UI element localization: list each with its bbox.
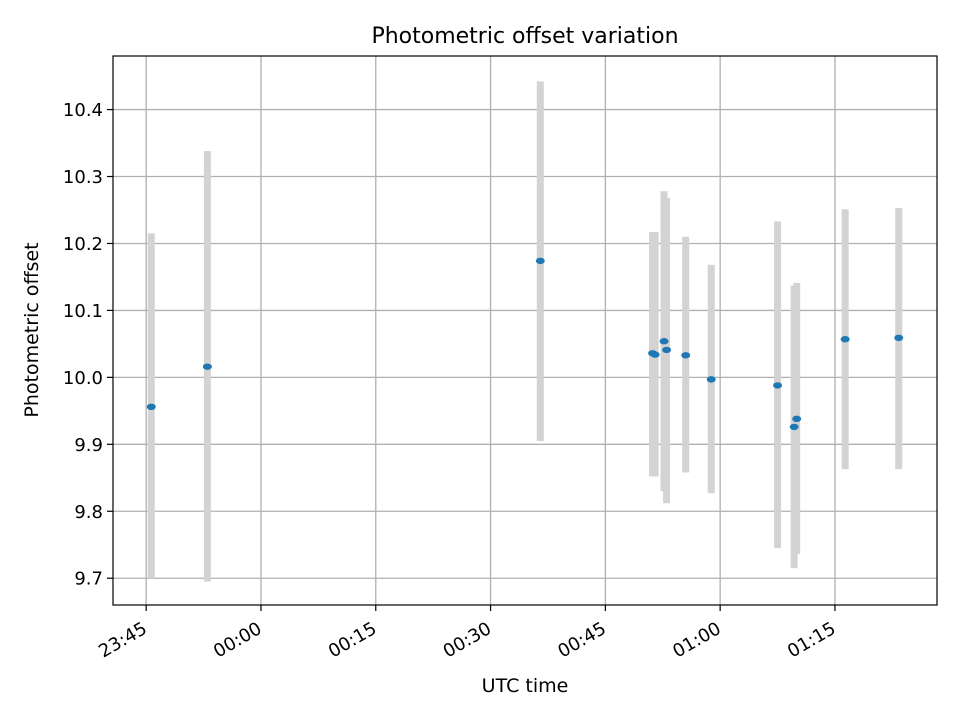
data-point [662,346,672,354]
data-points [146,257,904,431]
data-point [792,415,802,423]
x-axis-label: UTC time [482,675,569,697]
data-point [706,376,716,383]
chart-title: Photometric offset variation [371,24,678,49]
data-point [659,338,669,345]
y-tick-label: 10.3 [63,167,103,188]
y-axis-ticks: 9.7 9.8 9.9 10.0 10.1 10.2 10.3 10.4 [63,100,113,590]
data-point [894,334,904,342]
y-tick-label: 10.2 [63,234,103,255]
data-point [789,423,799,431]
y-tick-label: 9.8 [74,502,103,523]
plot-frame [112,55,938,606]
data-point [202,363,212,370]
y-axis-label: Photometric offset [21,242,43,417]
grid [113,56,937,605]
y-tick-label: 9.9 [74,435,103,456]
y-tick-label: 9.7 [74,569,103,590]
data-point [681,352,691,359]
data-point [146,403,156,411]
data-point [650,351,660,358]
data-point [535,257,545,265]
y-tick-label: 10.4 [63,100,103,121]
data-point [840,336,850,343]
y-tick-label: 10.0 [63,368,103,389]
data-point [773,382,783,389]
y-tick-label: 10.1 [63,301,103,322]
